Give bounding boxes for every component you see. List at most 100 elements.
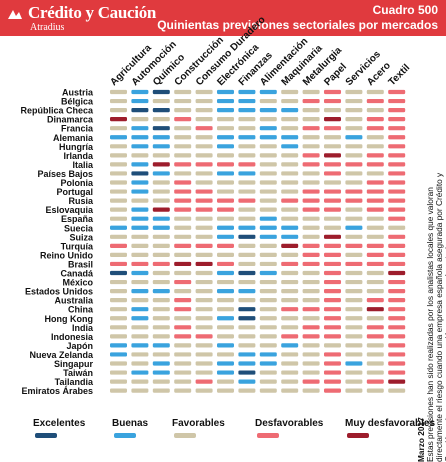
heatmap-cell: [345, 343, 363, 348]
heatmap-cell: [195, 289, 213, 294]
heatmap-cell: [110, 180, 127, 185]
heatmap-cell: [324, 234, 341, 239]
heatmap-cell: [302, 207, 320, 212]
heatmap-cell: [324, 225, 341, 230]
heatmap-cell: [324, 108, 341, 113]
heatmap-cell: [152, 289, 170, 294]
heatmap-cell: [281, 189, 299, 194]
heatmap-cell: [110, 279, 127, 285]
heatmap-cell: [110, 261, 127, 267]
heatmap-cell: [217, 144, 234, 149]
heatmap-cell: [302, 171, 320, 176]
heatmap-cell: [110, 144, 127, 149]
heatmap-cell: [259, 270, 277, 276]
heatmap-cell: [131, 180, 149, 185]
heatmap-cell: [388, 343, 406, 348]
heatmap-cell: [131, 198, 149, 203]
heatmap-cell: [345, 144, 363, 149]
heatmap-cell: [174, 189, 192, 194]
legend-swatch: [257, 433, 279, 438]
heatmap-cell: [217, 298, 234, 303]
heatmap-cell: [345, 153, 363, 158]
heatmap-cell: [345, 126, 363, 131]
heatmap-cell: [195, 171, 213, 176]
heatmap-cell: [110, 135, 127, 140]
legend-swatch: [347, 433, 369, 438]
heatmap-cell: [131, 279, 149, 285]
heatmap-cell: [110, 98, 127, 104]
heatmap-cell: [152, 298, 170, 303]
heatmap-cell: [366, 334, 384, 339]
heatmap-cell: [174, 162, 192, 167]
heatmap-cell: [238, 135, 256, 140]
heatmap-cell: [238, 343, 256, 348]
heatmap-cell: [345, 162, 363, 167]
heatmap-cell: [152, 325, 170, 330]
country-label: México: [62, 278, 93, 288]
heatmap-cell: [238, 243, 256, 248]
heatmap-cell: [259, 316, 277, 321]
heatmap-cell: [259, 307, 277, 312]
heatmap-cell: [174, 307, 192, 312]
heatmap-cell: [388, 234, 406, 239]
heatmap-cell: [217, 189, 234, 194]
heatmap-cell: [259, 198, 277, 203]
heatmap-chart: AgriculturaAutomociónQuímicoConstrucción…: [20, 14, 412, 396]
heatmap-cell: [110, 89, 127, 95]
heatmap-cell: [110, 189, 127, 194]
heatmap-cell: [366, 379, 384, 384]
heatmap-cell: [302, 352, 320, 357]
heatmap-cell: [174, 171, 192, 176]
heatmap-cell: [302, 270, 320, 276]
heatmap-cell: [345, 334, 363, 339]
heatmap-cell: [238, 334, 256, 339]
heatmap-cell: [366, 153, 384, 158]
heatmap-cell: [238, 126, 256, 131]
heatmap-cell: [174, 343, 192, 348]
legend-swatch: [35, 433, 57, 438]
heatmap-cell: [302, 89, 320, 95]
heatmap-cell: [217, 379, 234, 384]
heatmap-cell: [259, 252, 277, 257]
heatmap-cell: [152, 234, 170, 239]
heatmap-cell: [152, 180, 170, 185]
heatmap-cell: [238, 89, 256, 95]
heatmap-cell: [345, 252, 363, 257]
heatmap-cell: [345, 261, 363, 267]
heatmap-cell: [110, 117, 127, 122]
heatmap-cell: [324, 334, 341, 339]
heatmap-cell: [174, 234, 192, 239]
country-label: Australia: [54, 296, 94, 306]
legend-swatch: [174, 433, 196, 438]
heatmap-cell: [302, 370, 320, 375]
heatmap-cell: [302, 225, 320, 230]
country-label: Reino Unido: [40, 250, 93, 260]
heatmap-cell: [281, 89, 299, 95]
heatmap-cell: [345, 289, 363, 294]
heatmap-cell: [110, 225, 127, 230]
heatmap-cell: [281, 117, 299, 122]
heatmap-cell: [388, 388, 406, 393]
heatmap-cell: [281, 316, 299, 321]
country-label: Suecia: [64, 223, 94, 233]
heatmap-cell: [259, 379, 277, 384]
heatmap-cell: [152, 279, 170, 285]
heatmap-cell: [302, 126, 320, 131]
heatmap-cell: [388, 108, 406, 113]
heatmap-cell: [345, 108, 363, 113]
heatmap-cell: [281, 334, 299, 339]
heatmap-cell: [238, 234, 256, 239]
heatmap-cell: [238, 207, 256, 212]
legend-label: Excelentes: [33, 418, 86, 429]
brand-name: Crédito y Caución: [28, 3, 157, 22]
heatmap-cell: [388, 334, 406, 339]
heatmap-cell: [131, 252, 149, 257]
heatmap-cell: [302, 289, 320, 294]
heatmap-cell: [131, 298, 149, 303]
chart-title: Quinientas previsiones sectoriales por m…: [157, 18, 438, 32]
heatmap-cell: [302, 108, 320, 113]
heatmap-cell: [217, 180, 234, 185]
heatmap-cell: [131, 189, 149, 194]
heatmap-cell: [110, 162, 127, 167]
heatmap-cell: [110, 325, 127, 330]
